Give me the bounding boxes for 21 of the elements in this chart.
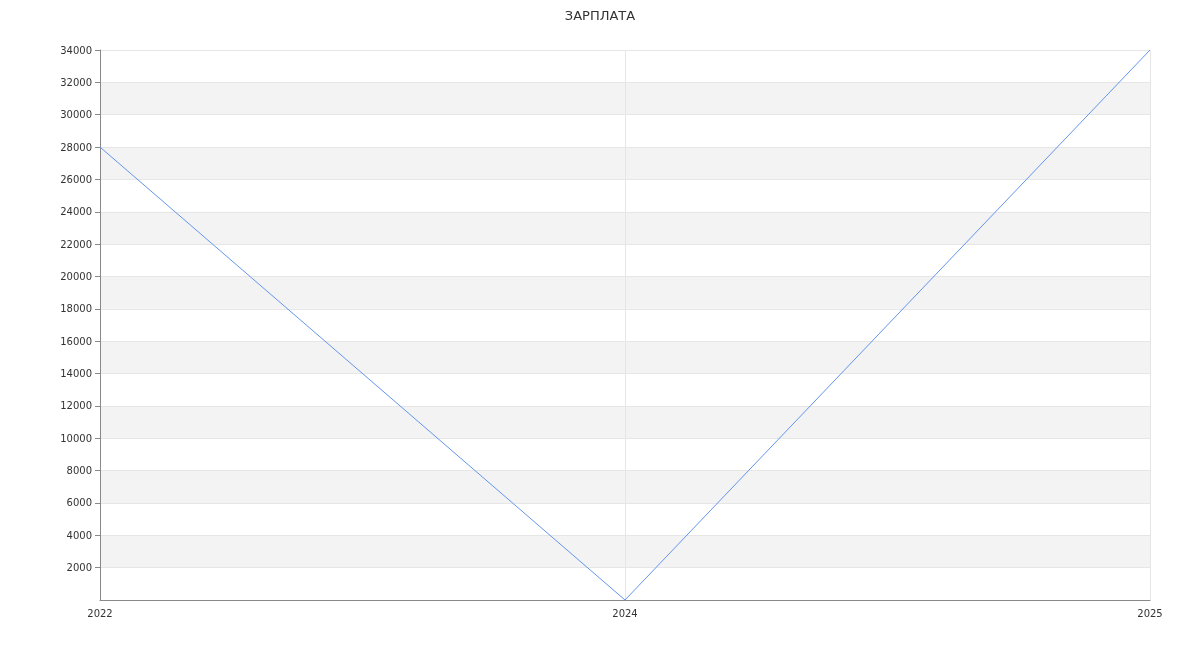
y-tick-label: 32000 — [60, 76, 92, 88]
y-tick-label: 10000 — [60, 432, 92, 444]
y-tick-label: 20000 — [60, 270, 92, 282]
y-tick-label: 16000 — [60, 335, 92, 347]
y-tick-label: 2000 — [66, 562, 92, 574]
y-tick-label: 28000 — [60, 141, 92, 153]
x-tick-label: 2025 — [1137, 607, 1163, 619]
y-tick-label: 24000 — [60, 206, 92, 218]
y-tick-label: 14000 — [60, 368, 92, 380]
y-tick-label: 12000 — [60, 400, 92, 412]
y-tick-label: 26000 — [60, 173, 92, 185]
x-tick-label: 2024 — [612, 607, 638, 619]
y-tick-label: 18000 — [60, 303, 92, 315]
y-tick-label: 22000 — [60, 238, 92, 250]
y-tick-label: 34000 — [60, 44, 92, 56]
y-tick-label: 4000 — [66, 529, 92, 541]
x-tick-label: 2022 — [87, 607, 113, 619]
y-tick-label: 30000 — [60, 109, 92, 121]
y-tick-label: 8000 — [66, 465, 92, 477]
y-tick-label: 6000 — [66, 497, 92, 509]
chart-title: ЗАРПЛАТА — [564, 8, 636, 23]
